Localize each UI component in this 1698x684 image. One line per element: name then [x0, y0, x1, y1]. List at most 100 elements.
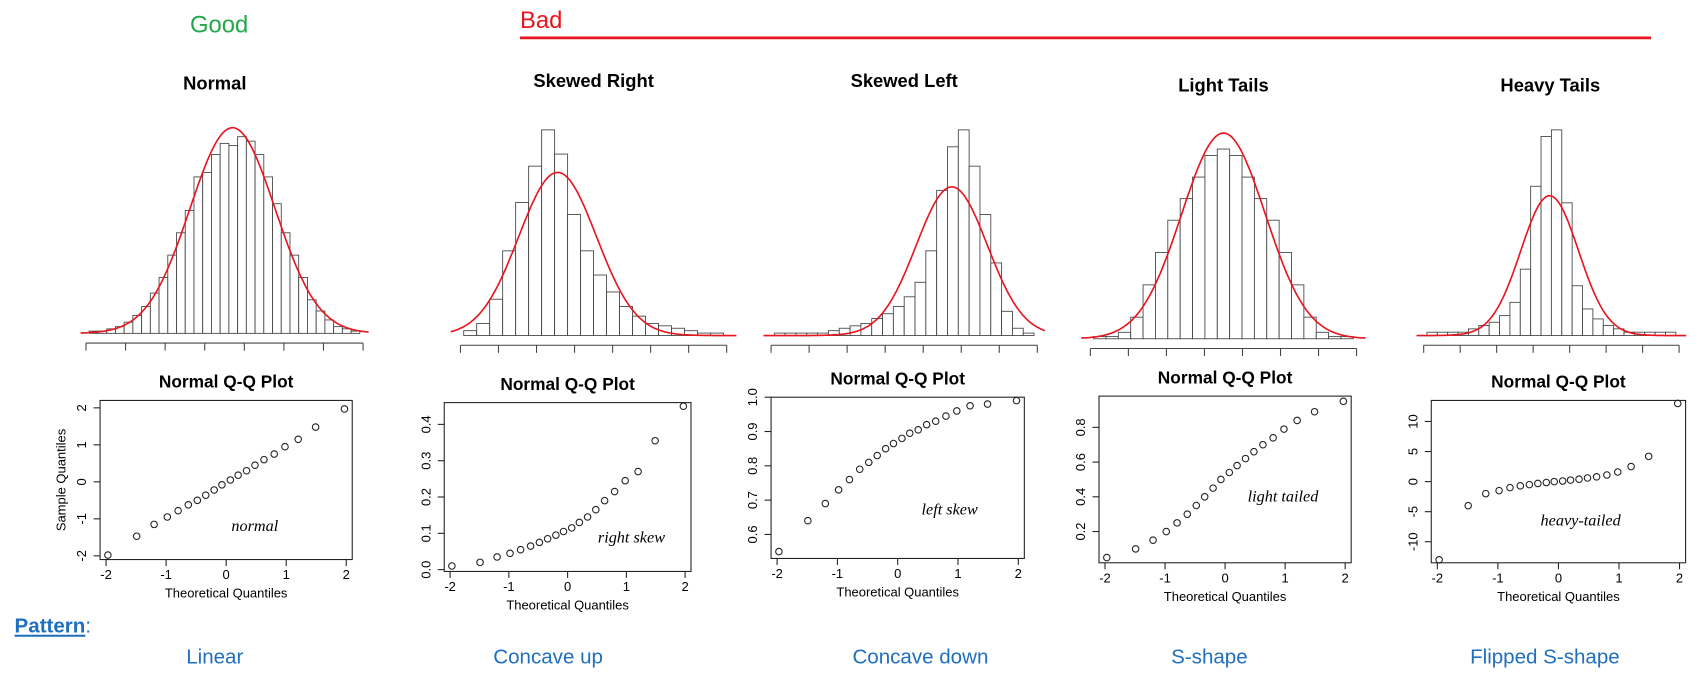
- qq-annotation: normal: [231, 517, 278, 535]
- qq-annotation: light tailed: [1248, 488, 1320, 506]
- histogram-bar: [245, 140, 256, 334]
- x-tick-label: -1: [1492, 570, 1504, 585]
- y-tick-label: 0.7: [745, 491, 760, 509]
- y-tick-label: -2: [74, 550, 89, 562]
- y-tick-label: 1.0: [745, 388, 760, 406]
- qq-point: [526, 542, 535, 550]
- qq-point: [184, 500, 193, 509]
- qq-frame: [1098, 395, 1352, 564]
- x-tick-label: 0: [564, 579, 571, 594]
- qq-point: [1233, 461, 1241, 470]
- x-tick-label: -2: [444, 579, 456, 594]
- histogram-bar: [957, 129, 970, 336]
- qq-point: [651, 436, 659, 445]
- x-tick-label: 2: [1676, 570, 1683, 585]
- qq-point: [775, 547, 783, 556]
- histogram-bar: [176, 232, 186, 334]
- histogram-bar: [593, 274, 608, 336]
- qq-point: [592, 505, 600, 514]
- histogram-bar: [1571, 285, 1583, 336]
- qq-point: [898, 434, 906, 443]
- histogram-bar: [882, 313, 894, 336]
- qq-point: [1241, 454, 1250, 463]
- qq-point: [1149, 536, 1157, 545]
- qq-point: [600, 496, 609, 505]
- histogram-bar: [580, 250, 595, 336]
- qq-point: [634, 467, 642, 476]
- x-tick-label: -1: [1159, 570, 1171, 585]
- qq-point: [1173, 519, 1181, 527]
- histogram-bar: [1253, 198, 1268, 340]
- qq-point: [1269, 433, 1277, 442]
- fit-curve: [1081, 132, 1366, 339]
- qq-point: [260, 455, 268, 464]
- y-tick-label: 0.6: [745, 525, 760, 543]
- qq-point: [855, 465, 864, 474]
- qq-point: [821, 499, 830, 508]
- histogram-bar: [1291, 284, 1305, 340]
- x-tick-label: 0: [894, 566, 901, 581]
- x-tick-label: 1: [954, 566, 961, 581]
- qq-point: [1603, 471, 1611, 479]
- qq-point: [1592, 473, 1601, 481]
- histogram-bar: [1192, 176, 1206, 340]
- qq-point: [1310, 407, 1319, 416]
- y-tick-label: 0.0: [418, 561, 433, 579]
- histogram-bar: [1117, 331, 1132, 340]
- qq-point: [281, 442, 289, 451]
- histogram-bar: [1022, 332, 1035, 336]
- histogram-bar: [1488, 321, 1500, 336]
- qq-point: [1103, 553, 1111, 562]
- y-tick-label: -5: [1405, 506, 1420, 518]
- qq-point: [234, 471, 242, 479]
- histogram-bar: [1519, 268, 1532, 336]
- qq-point: [621, 476, 629, 485]
- y-tick-label: 0.1: [418, 524, 433, 542]
- pattern-word: Pattern: [15, 615, 86, 638]
- qq-point: [1209, 484, 1217, 492]
- qq-point: [1575, 475, 1583, 483]
- y-tick-label: 5: [1405, 448, 1420, 455]
- qq-point: [953, 407, 961, 415]
- qq-point: [218, 481, 226, 489]
- qq-point: [942, 412, 950, 420]
- histogram-bar: [936, 189, 948, 336]
- qq-point: [1250, 447, 1258, 456]
- y-tick-label: 0.6: [1073, 453, 1088, 471]
- qq-frame: [770, 396, 1025, 559]
- histogram-bar: [219, 142, 230, 334]
- pattern-label: Concave down: [852, 645, 988, 668]
- qq-point: [804, 516, 812, 525]
- qq-annotation: heavy-tailed: [1541, 511, 1622, 529]
- qq-point: [1293, 416, 1301, 425]
- histogram-bar: [1328, 336, 1342, 340]
- qq-point: [931, 417, 940, 426]
- histogram-bar: [1315, 331, 1330, 340]
- qq-point: [493, 553, 501, 561]
- qq-point: [1583, 474, 1592, 482]
- histogram-bar: [1540, 136, 1552, 336]
- histogram-bar: [1278, 252, 1292, 340]
- y-tick-label: 0.3: [418, 452, 433, 470]
- histogram-bar: [606, 291, 620, 336]
- y-tick-label: 0: [1405, 478, 1420, 485]
- fit-curve: [450, 171, 737, 337]
- qq-point: [559, 527, 568, 536]
- fit-curve: [1416, 194, 1687, 337]
- y-tick-label: 0: [74, 478, 89, 485]
- x-tick-label: 0: [223, 567, 230, 582]
- qq-point: [610, 487, 619, 496]
- y-tick-label: -10: [1405, 532, 1420, 551]
- qq-point: [1644, 452, 1653, 461]
- histogram-bar: [990, 262, 1003, 336]
- histogram-bar: [315, 310, 326, 334]
- histogram-bar: [968, 165, 981, 336]
- y-tick-label: 0.9: [745, 422, 760, 440]
- histogram-bar: [871, 318, 883, 336]
- histogram-bar: [632, 315, 646, 336]
- pattern-label: S-shape: [1171, 645, 1248, 668]
- histogram-bar: [341, 328, 352, 334]
- histogram-bar: [619, 306, 633, 336]
- qq-point: [1162, 527, 1171, 536]
- histogram-bar: [502, 250, 517, 336]
